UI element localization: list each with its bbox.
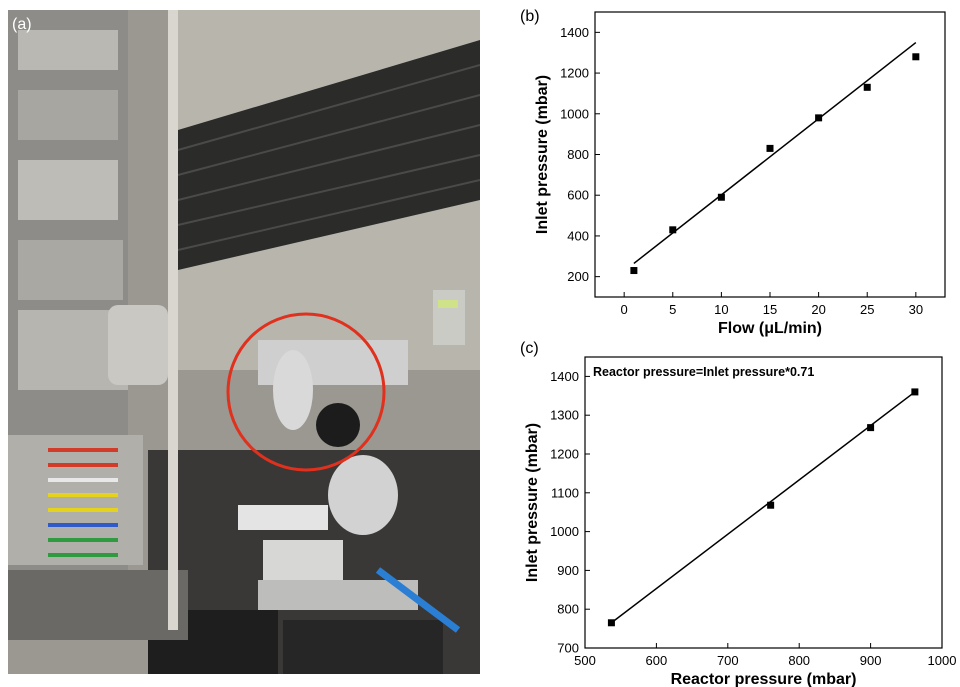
x-tick-label: 900 <box>860 653 882 668</box>
column-ring <box>18 160 118 220</box>
data-point <box>815 114 823 122</box>
y-tick-label: 1200 <box>560 66 589 81</box>
column-ring <box>18 90 118 140</box>
chart-b-plot-area: 0 5 10 15 20 25 30 200 400 600 800 1000 1200 1400 Flow… <box>534 11 946 337</box>
foil-wrap <box>328 455 398 535</box>
fit-line <box>610 391 916 624</box>
x-tick-label: 600 <box>646 653 668 668</box>
y-tick-label: 600 <box>567 188 589 203</box>
data-point <box>669 226 677 234</box>
x-tick-label: 700 <box>717 653 739 668</box>
x-axis-label: Flow (μL/min) <box>718 320 822 337</box>
x-tick-label: 0 <box>621 302 628 317</box>
plot-frame <box>584 356 943 649</box>
x-tick-label: 10 <box>714 302 728 317</box>
x-tick-label: 5 <box>669 302 676 317</box>
chart-b: 0 5 10 15 20 25 30 200 400 600 800 1000 1200 1400 Flow… <box>534 11 946 337</box>
gauge-display <box>438 300 458 308</box>
y-tick-label: 900 <box>557 563 579 578</box>
data-point <box>911 388 919 396</box>
x-tick-label: 15 <box>763 302 777 317</box>
side-port <box>108 305 168 385</box>
pole <box>168 10 178 630</box>
y-tick-label: 200 <box>567 269 589 284</box>
lab-setup-photo <box>8 10 480 674</box>
motor <box>316 403 360 447</box>
y-axis-label: Inlet pressure (mbar) <box>534 75 551 234</box>
cable-panel <box>8 435 143 565</box>
data-point <box>867 424 875 432</box>
y-tick-label: 800 <box>567 147 589 162</box>
data-point <box>630 267 638 275</box>
y-tick-label: 1400 <box>550 369 579 384</box>
x-tick-label: 25 <box>860 302 874 317</box>
chart-c-plot-area: 500 600 700 800 900 1000 700 800 900 1000 1100 1200… <box>524 356 957 687</box>
controller-box <box>263 540 343 580</box>
vent-slats <box>177 64 480 251</box>
y-tick-label: 1000 <box>550 524 579 539</box>
chart-c: 500 600 700 800 900 1000 700 800 900 1000 1100 1200… <box>524 356 957 687</box>
base-stand <box>8 570 188 640</box>
pressure-gauge <box>433 290 465 345</box>
highlight-circle <box>226 312 386 472</box>
y-tick-label: 1000 <box>560 106 589 121</box>
cable-connectors <box>48 448 118 557</box>
y-tick-label: 400 <box>567 228 589 243</box>
monitor <box>283 620 443 674</box>
data-point <box>912 53 920 61</box>
y-tick-label: 1100 <box>551 485 579 500</box>
wall-vent-panel <box>178 40 480 270</box>
x-tick-label: 1000 <box>928 653 957 668</box>
column-ring <box>18 30 118 70</box>
data-point <box>607 619 615 627</box>
y-tick-label: 800 <box>557 602 579 617</box>
foil-wrap <box>273 350 313 430</box>
x-tick-label: 500 <box>574 653 596 668</box>
fit-line <box>633 41 917 265</box>
chart-annotation: Reactor pressure=Inlet pressure*0.71 <box>593 365 814 379</box>
data-point <box>767 501 775 509</box>
blue-tube <box>375 567 461 633</box>
table-plate <box>258 580 418 610</box>
panel-label-b: (b) <box>520 8 540 25</box>
support-bar <box>238 505 328 530</box>
plot-frame <box>594 11 946 298</box>
y-axis-label: Inlet pressure (mbar) <box>524 423 541 582</box>
y-tick-label: 1400 <box>560 25 589 40</box>
data-point <box>863 83 871 91</box>
x-tick-label: 20 <box>811 302 825 317</box>
x-tick-label: 30 <box>909 302 923 317</box>
y-tick-label: 700 <box>557 641 579 656</box>
y-tick-label: 1200 <box>550 447 579 462</box>
data-point <box>717 193 725 201</box>
panel-label-c: (c) <box>520 340 539 357</box>
x-tick-label: 800 <box>788 653 810 668</box>
panel-label-a: (a) <box>12 16 32 33</box>
y-tick-label: 1300 <box>550 408 579 423</box>
data-point <box>766 144 774 152</box>
x-axis-label: Reactor pressure (mbar) <box>671 671 857 687</box>
column-ring <box>18 240 123 300</box>
